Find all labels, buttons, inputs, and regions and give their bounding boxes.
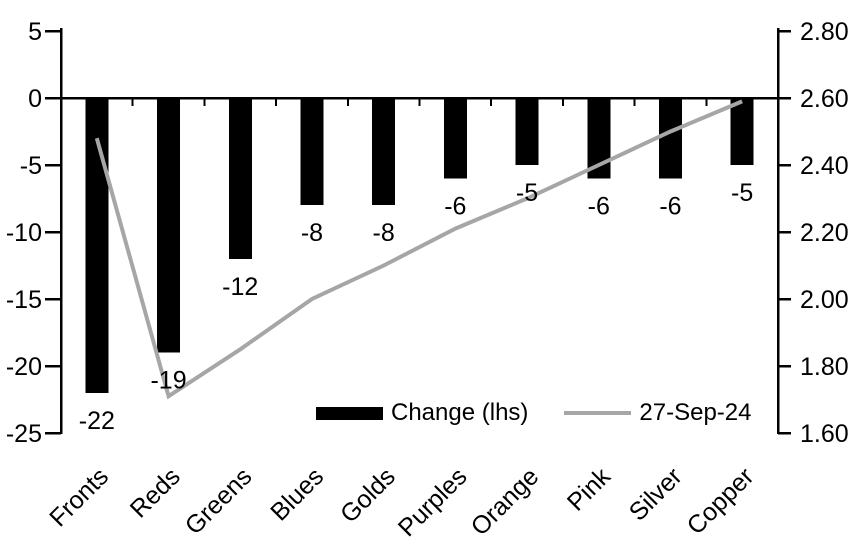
right-axis-tick-label: 2.60 [800, 85, 849, 113]
right-axis-tick-label: 1.60 [800, 420, 849, 448]
bar-value-label: -5 [516, 179, 538, 207]
legend-label-date: 27-Sep-24 [639, 399, 752, 426]
bar [730, 98, 754, 165]
chart-legend: Change (lhs) 27-Sep-24 [316, 399, 751, 427]
bar [85, 98, 109, 393]
category-label: Orange [466, 462, 545, 541]
category-label: Reds [125, 462, 186, 523]
bar [157, 98, 181, 353]
bar-value-label: -6 [444, 192, 466, 220]
left-axis-tick-label: -10 [6, 219, 42, 247]
legend-item-line: 27-Sep-24 [564, 399, 751, 427]
bar [587, 98, 611, 179]
bar [300, 98, 324, 206]
left-axis-tick-label: -5 [20, 152, 42, 180]
bar-value-label: -5 [731, 179, 753, 207]
bar-value-label: -19 [150, 367, 186, 395]
category-label: Pink [562, 462, 617, 517]
line-series-swatch [564, 411, 632, 415]
left-axis-tick-label: -15 [6, 286, 42, 314]
bar-series-swatch [316, 406, 383, 420]
bar-value-label: -6 [588, 192, 610, 220]
bar [372, 98, 396, 206]
bar-value-label: -8 [373, 219, 395, 247]
bar-value-label: -8 [301, 219, 323, 247]
bar-value-label: -6 [659, 192, 681, 220]
legend-item-change: Change (lhs) [316, 399, 528, 427]
bar [515, 98, 539, 165]
left-axis-tick-label: 0 [28, 85, 42, 113]
right-axis-tick-label: 2.00 [800, 286, 849, 314]
bar [658, 98, 682, 179]
right-axis-tick-label: 2.40 [800, 152, 849, 180]
category-label: Silver [624, 462, 688, 526]
bar-value-label: -12 [222, 273, 258, 301]
right-axis-tick-label: 1.80 [800, 353, 849, 381]
bar [443, 98, 467, 179]
left-axis-tick-label: -25 [6, 420, 42, 448]
legend-label-change: Change (lhs) [391, 399, 529, 426]
left-axis-tick-label: 5 [28, 18, 42, 46]
category-label: Greens [180, 462, 258, 540]
category-label: Purples [393, 462, 473, 542]
left-axis-tick-label: -20 [6, 353, 42, 381]
category-label: Golds [335, 462, 401, 528]
category-label: Copper [682, 462, 760, 540]
right-axis-tick-label: 2.20 [800, 219, 849, 247]
bar [228, 98, 252, 259]
trend-line [94, 99, 743, 400]
category-label: Blues [265, 462, 329, 526]
category-label: Fronts [44, 462, 114, 532]
bar-value-label: -22 [79, 407, 115, 435]
right-axis-tick-label: 2.80 [800, 18, 849, 46]
